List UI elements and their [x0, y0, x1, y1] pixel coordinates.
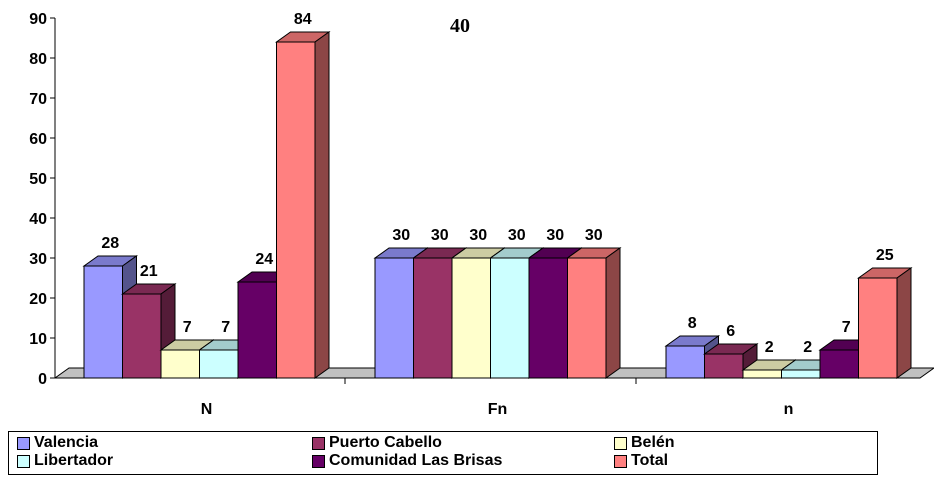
bar-front	[276, 41, 316, 379]
data-label: 28	[101, 235, 119, 252]
legend-swatch	[614, 454, 627, 468]
data-label: 30	[585, 227, 603, 244]
legend-label: Libertador	[34, 452, 114, 469]
legend-swatch	[312, 454, 325, 468]
bars	[82, 31, 913, 379]
legend-label: Belén	[631, 434, 675, 451]
y-tick-label: 50	[29, 171, 47, 188]
y-tick-label: 80	[29, 51, 47, 68]
bar-side	[314, 31, 330, 379]
legend: Valencia Puerto Cabello Belén Libertador Com…	[8, 431, 878, 475]
bar-front	[237, 281, 277, 379]
legend-item: Comunidad Las Brisas	[312, 452, 502, 470]
bar-front	[83, 265, 123, 379]
y-axis: 0 10 20 30 40 50 60 70 80 90	[29, 11, 56, 388]
bar-front	[199, 349, 239, 379]
legend-label: Comunidad Las Brisas	[329, 452, 503, 469]
legend-swatch	[17, 454, 30, 468]
bar	[274, 31, 331, 379]
x-axis: N Fn n	[201, 378, 794, 418]
data-label: 30	[508, 227, 526, 244]
bar	[159, 339, 216, 379]
bar	[856, 267, 913, 379]
data-label: 2	[803, 339, 812, 356]
legend-item: Libertador	[17, 452, 113, 470]
y-tick-label: 30	[29, 251, 47, 268]
bar-front	[451, 257, 491, 379]
legend-item: Belén	[614, 434, 675, 452]
chart-title: 40	[450, 15, 470, 37]
legend-label: Puerto Cabello	[329, 434, 442, 451]
bar-front	[665, 345, 705, 379]
x-tick-label: Fn	[488, 401, 508, 418]
data-label: 24	[255, 251, 273, 268]
bar-front	[374, 257, 414, 379]
y-tick-label: 40	[29, 211, 47, 228]
bar-side	[896, 267, 912, 379]
bar-front	[742, 369, 782, 379]
bar-front	[490, 257, 530, 379]
legend-swatch	[312, 436, 325, 450]
legend-label: Valencia	[34, 434, 99, 451]
bar-front	[819, 349, 859, 379]
bar-front	[413, 257, 453, 379]
data-label: 84	[294, 11, 312, 28]
data-label: 30	[546, 227, 564, 244]
bar-front	[528, 257, 568, 379]
x-tick-label: n	[784, 401, 794, 418]
y-tick-label: 70	[29, 91, 47, 108]
y-tick-label: 20	[29, 291, 47, 308]
legend-label: Total	[631, 452, 669, 469]
bar-front	[567, 257, 607, 379]
x-tick-label: N	[201, 401, 213, 418]
bar-front	[160, 349, 200, 379]
bar-front	[704, 353, 744, 379]
data-label: 21	[140, 263, 158, 280]
data-label: 30	[431, 227, 449, 244]
y-tick-label: 90	[29, 11, 47, 28]
legend-item: Puerto Cabello	[312, 434, 442, 452]
bar-side	[605, 247, 621, 379]
legend-item: Total	[614, 452, 668, 470]
y-tick-label: 10	[29, 331, 47, 348]
data-label: 2	[765, 339, 774, 356]
legend-swatch	[614, 436, 627, 450]
y-tick-label: 0	[38, 371, 47, 388]
data-label: 7	[183, 319, 192, 336]
y-tick-label: 60	[29, 131, 47, 148]
data-label: 30	[469, 227, 487, 244]
data-label: 8	[688, 315, 697, 332]
data-label: 30	[392, 227, 410, 244]
data-label: 7	[842, 319, 851, 336]
bar	[702, 343, 759, 379]
legend-swatch	[17, 436, 30, 450]
data-label: 6	[726, 323, 735, 340]
bar-front	[122, 293, 162, 379]
legend-item: Valencia	[17, 434, 98, 452]
bar-front	[781, 369, 821, 379]
data-label: 7	[221, 319, 230, 336]
bar-front	[858, 277, 898, 379]
bar	[565, 247, 622, 379]
data-label: 25	[876, 247, 894, 264]
data-labels: 28 21 7 7 24 84 30 30 30 30 30 30 8 6 2 2 7 25	[101, 11, 893, 356]
